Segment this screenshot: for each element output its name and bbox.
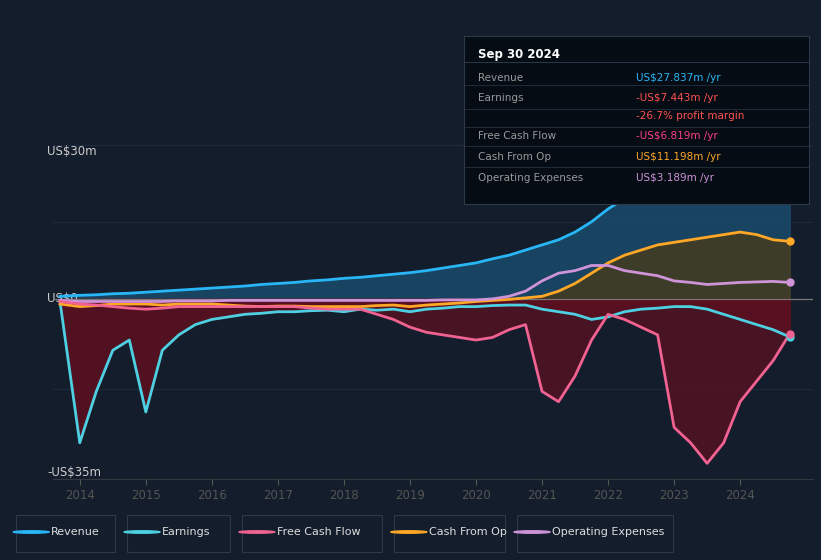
Text: US$11.198m /yr: US$11.198m /yr <box>636 152 721 161</box>
Text: US$27.837m /yr: US$27.837m /yr <box>636 73 721 82</box>
Text: -26.7% profit margin: -26.7% profit margin <box>636 111 745 121</box>
Text: -US$7.443m /yr: -US$7.443m /yr <box>636 93 718 102</box>
Text: Earnings: Earnings <box>478 93 523 102</box>
Text: US$0: US$0 <box>48 292 78 305</box>
Text: Operating Expenses: Operating Expenses <box>478 174 583 183</box>
Text: Sep 30 2024: Sep 30 2024 <box>478 48 560 61</box>
Text: Free Cash Flow: Free Cash Flow <box>478 132 556 141</box>
Text: Cash From Op: Cash From Op <box>478 152 551 161</box>
Text: Earnings: Earnings <box>162 527 210 537</box>
Text: Operating Expenses: Operating Expenses <box>552 527 664 537</box>
Circle shape <box>124 531 160 533</box>
Text: Free Cash Flow: Free Cash Flow <box>277 527 360 537</box>
Circle shape <box>13 531 49 533</box>
Text: Revenue: Revenue <box>478 73 523 82</box>
Text: Revenue: Revenue <box>51 527 99 537</box>
Circle shape <box>239 531 275 533</box>
Text: -US$35m: -US$35m <box>48 466 101 479</box>
Text: -US$6.819m /yr: -US$6.819m /yr <box>636 132 718 141</box>
Circle shape <box>514 531 550 533</box>
Text: Cash From Op: Cash From Op <box>429 527 507 537</box>
Circle shape <box>391 531 427 533</box>
Text: US$30m: US$30m <box>48 144 97 158</box>
Text: US$3.189m /yr: US$3.189m /yr <box>636 174 714 183</box>
